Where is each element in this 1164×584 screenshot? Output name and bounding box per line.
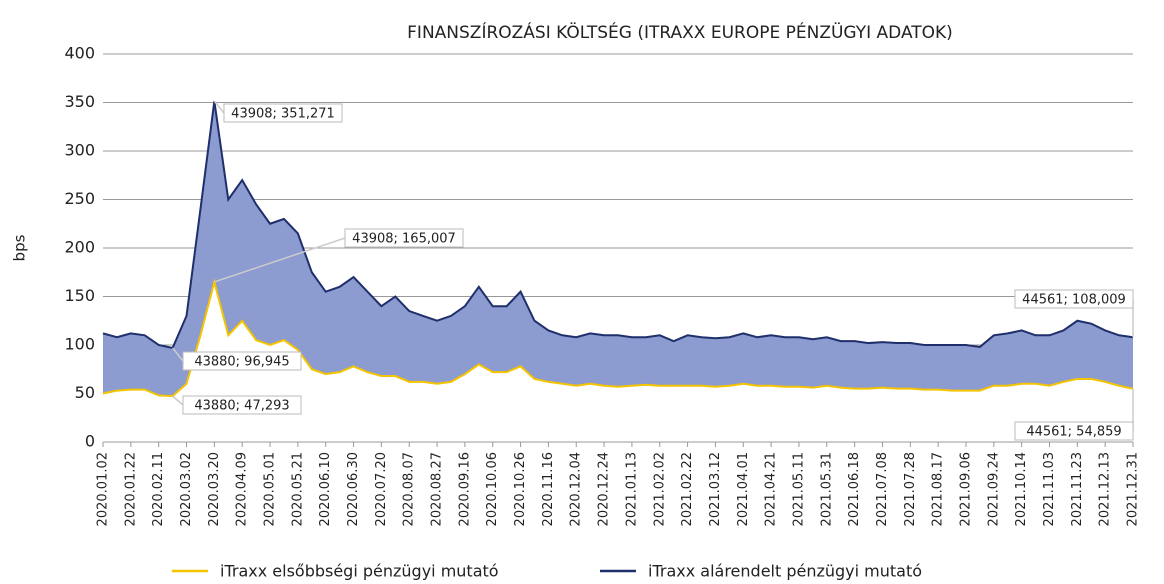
line bbox=[102, 101, 1134, 350]
x-tick-label: 2021.06.18 bbox=[847, 452, 862, 526]
annotation: 44561; 108,009 bbox=[1022, 293, 1126, 308]
y-tick-label: 50 bbox=[75, 383, 95, 402]
x-tick-label: 2020.01.02 bbox=[96, 452, 111, 526]
annotation-box bbox=[1014, 289, 1134, 309]
x-tick-label: 2021.01.13 bbox=[624, 452, 639, 526]
area bbox=[103, 281, 1133, 442]
y-tick-label: 150 bbox=[64, 286, 95, 305]
annotation-box bbox=[1014, 421, 1134, 441]
x-tick-label: 2020.10.26 bbox=[513, 452, 528, 526]
area bbox=[103, 101, 1133, 443]
x-tick-label: 2021.07.08 bbox=[875, 452, 890, 526]
x-tick-label: 2020.06.30 bbox=[346, 452, 361, 526]
x-tick-label: 2021.02.22 bbox=[680, 452, 695, 526]
x-tick-label: 2020.03.20 bbox=[207, 452, 222, 526]
x-tick-label: 2021.10.14 bbox=[1014, 452, 1029, 526]
x-tick-label: 2020.10.06 bbox=[485, 452, 500, 526]
chart-title: FINANSZÍROZÁSI KÖLTSÉG (ITRAXX EUROPE PÉ… bbox=[407, 21, 953, 43]
x-tick-label: 2021.09.24 bbox=[986, 452, 1001, 526]
x-tick-label: 2021.12.13 bbox=[1098, 452, 1113, 526]
x-tick-label: 2020.05.21 bbox=[290, 452, 305, 526]
annotation-leader bbox=[172, 347, 184, 362]
x-tick-label: 2020.07.20 bbox=[374, 452, 389, 526]
x-tick-label: 2021.05.31 bbox=[819, 452, 834, 526]
annotation-box bbox=[223, 103, 343, 123]
x-tick-label: 2021.03.12 bbox=[708, 452, 723, 526]
y-tick-label: 200 bbox=[64, 238, 95, 257]
x-tick-label: 2021.05.11 bbox=[791, 452, 806, 526]
y-tick-label: 300 bbox=[64, 141, 95, 160]
y-tick-label: 400 bbox=[64, 44, 95, 63]
x-tick-label: 2021.08.17 bbox=[931, 452, 946, 526]
x-tick-label: 2020.12.24 bbox=[597, 452, 612, 526]
annotation-leader bbox=[172, 395, 184, 406]
x-tick-label: 2020.11.16 bbox=[541, 452, 556, 526]
annotation: 44561; 54,859 bbox=[1026, 425, 1121, 440]
annotation-leader bbox=[213, 100, 225, 114]
annotation: 43908; 165,007 bbox=[352, 232, 456, 247]
x-tick-label: 2020.04.09 bbox=[235, 452, 250, 526]
x-tick-label: 2020.01.22 bbox=[123, 452, 138, 526]
x-tick-label: 2020.02.11 bbox=[151, 452, 166, 526]
x-tick-label: 2021.11.23 bbox=[1070, 452, 1085, 526]
annotation-box bbox=[182, 395, 302, 415]
x-tick-label: 2021.04.21 bbox=[764, 452, 779, 526]
x-tick-label: 2021.02.02 bbox=[652, 452, 667, 526]
x-tick-label: 2020.08.07 bbox=[402, 452, 417, 526]
y-tick-label: 250 bbox=[64, 189, 95, 208]
y-axis-label: bps bbox=[11, 234, 29, 261]
x-tick-label: 2020.05.01 bbox=[263, 452, 278, 526]
legend-label: iTraxx alárendelt pénzügyi mutató bbox=[648, 562, 922, 581]
legend-label: iTraxx elsőbbségi pénzügyi mutató bbox=[220, 562, 499, 581]
x-tick-label: 2020.09.16 bbox=[457, 452, 472, 526]
x-tick-label: 2020.03.02 bbox=[179, 452, 194, 526]
annotation: 43908; 351,271 bbox=[231, 107, 335, 122]
y-tick-label: 350 bbox=[64, 92, 95, 111]
x-tick-label: 2021.04.01 bbox=[736, 452, 751, 526]
x-tick-label: 2020.08.27 bbox=[430, 452, 445, 526]
x-tick-label: 2021.11.03 bbox=[1042, 452, 1057, 526]
y-tick-label: 100 bbox=[64, 335, 95, 354]
annotation: 43880; 96,945 bbox=[194, 355, 289, 370]
x-tick-label: 2021.07.28 bbox=[903, 452, 918, 526]
annotation-box bbox=[344, 228, 464, 248]
line bbox=[102, 277, 1134, 398]
annotation-box bbox=[182, 351, 302, 371]
annotation: 43880; 47,293 bbox=[194, 399, 289, 414]
x-tick-label: 2020.12.04 bbox=[569, 452, 584, 526]
x-tick-label: 2020.06.10 bbox=[318, 452, 333, 526]
annotation-leader bbox=[214, 237, 346, 283]
y-tick-label: 0 bbox=[85, 432, 95, 451]
x-tick-label: 2021.12.31 bbox=[1126, 452, 1141, 526]
x-tick-label: 2021.09.06 bbox=[958, 452, 973, 526]
